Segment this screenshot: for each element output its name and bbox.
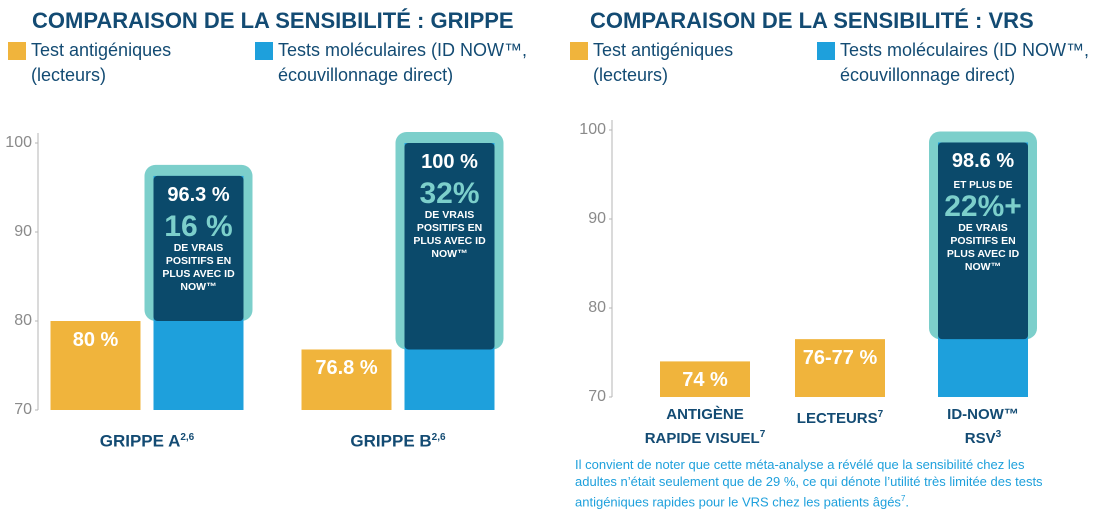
x-category-label: LECTEURS7 bbox=[770, 405, 910, 429]
annotation: ET PLUS DE 22%+ DE VRAIS POSITIFS EN PLUS … bbox=[938, 178, 1028, 274]
y-tick-label: 70 bbox=[588, 388, 606, 405]
annotation-text: DE VRAIS POSITIFS EN PLUS AVEC ID NOW™ bbox=[162, 241, 235, 293]
value-label: 74 % bbox=[682, 369, 728, 392]
y-tick-label: 80 bbox=[588, 299, 606, 316]
value-label: 76-77 % bbox=[802, 347, 878, 370]
value-label: 98.6 % bbox=[951, 150, 1015, 173]
category-name: ANTIGÈNE RAPIDE VISUEL bbox=[644, 406, 760, 447]
x-category-label: ANTIGÈNE RAPIDE VISUEL7 bbox=[635, 405, 775, 449]
bar bbox=[795, 339, 885, 397]
footnote-text: Il convient de noter que cette méta-anal… bbox=[575, 457, 1043, 510]
category-note: 2,6 bbox=[180, 432, 195, 443]
annotation-text: DE VRAIS POSITIFS EN PLUS AVEC ID NOW™ bbox=[946, 222, 1020, 274]
annotation-prefix: ET PLUS DE bbox=[953, 180, 1013, 192]
gain-segment bbox=[938, 142, 1028, 340]
value-label: 96.3 % bbox=[167, 183, 230, 206]
y-tick-label: 100 bbox=[579, 121, 606, 138]
footnote-ref: 7 bbox=[900, 494, 906, 503]
footnote: Il convient de noter que cette méta-anal… bbox=[575, 456, 1045, 510]
annotation-headline: 16 % bbox=[164, 209, 233, 243]
bar bbox=[301, 349, 392, 410]
value-label: 80 % bbox=[72, 329, 119, 351]
legend-swatch bbox=[817, 42, 835, 60]
legend-label: Test antigéniques (lecteurs) bbox=[593, 40, 734, 85]
category-note: 2,6 bbox=[431, 432, 446, 443]
value-label: 76.8 % bbox=[315, 357, 378, 380]
legend-label: Tests moléculaires (ID NOW™, écouvillonn… bbox=[840, 40, 1090, 85]
footnote-end: . bbox=[905, 494, 910, 510]
bar bbox=[50, 321, 141, 410]
annotation-headline: 22%+ bbox=[944, 190, 1022, 224]
chart-title: COMPARAISON DE LA SENSIBILITÉ : GRIPPE bbox=[32, 8, 514, 33]
category-note: 3 bbox=[995, 429, 1002, 440]
gain-segment bbox=[404, 143, 495, 350]
category-name: LECTEURS bbox=[796, 410, 878, 427]
x-category-label: GRIPPE A2,6 bbox=[47, 428, 247, 452]
y-tick-label: 100 bbox=[5, 134, 32, 151]
chart-title: COMPARAISON DE LA SENSIBILITÉ : VRS bbox=[590, 8, 1034, 33]
legend-swatch bbox=[8, 42, 26, 60]
value-label: 100 % bbox=[421, 151, 478, 173]
bar bbox=[660, 361, 750, 397]
annotation-text: DE VRAIS POSITIFS EN PLUS AVEC ID NOW™ bbox=[413, 209, 486, 260]
category-note: 7 bbox=[877, 409, 884, 420]
y-tick-label: 70 bbox=[14, 401, 32, 418]
annotation: 16 % DE VRAIS POSITIFS EN PLUS AVEC ID NO… bbox=[154, 209, 244, 294]
x-category-label: ID-NOW™ RSV3 bbox=[913, 405, 1053, 449]
annotation-headline: 32% bbox=[419, 177, 480, 210]
category-name: ID-NOW™ RSV bbox=[947, 406, 1019, 447]
annotation: 32% DE VRAIS POSITIFS EN PLUS AVEC ID NOW… bbox=[405, 179, 495, 261]
legend-swatch bbox=[255, 42, 273, 60]
legend-label: Test antigéniques (lecteurs) bbox=[31, 40, 172, 85]
gain-segment bbox=[153, 175, 244, 321]
y-tick-label: 80 bbox=[14, 312, 32, 329]
y-tick-label: 90 bbox=[14, 223, 32, 240]
category-note: 7 bbox=[759, 429, 766, 440]
category-name: GRIPPE A bbox=[99, 431, 181, 451]
legend-swatch bbox=[570, 42, 588, 60]
legend-label: Tests moléculaires (ID NOW™, écouvillonn… bbox=[278, 40, 528, 85]
x-category-label: GRIPPE B2,6 bbox=[298, 428, 498, 452]
y-tick-label: 90 bbox=[588, 210, 606, 227]
category-name: GRIPPE B bbox=[350, 431, 432, 451]
